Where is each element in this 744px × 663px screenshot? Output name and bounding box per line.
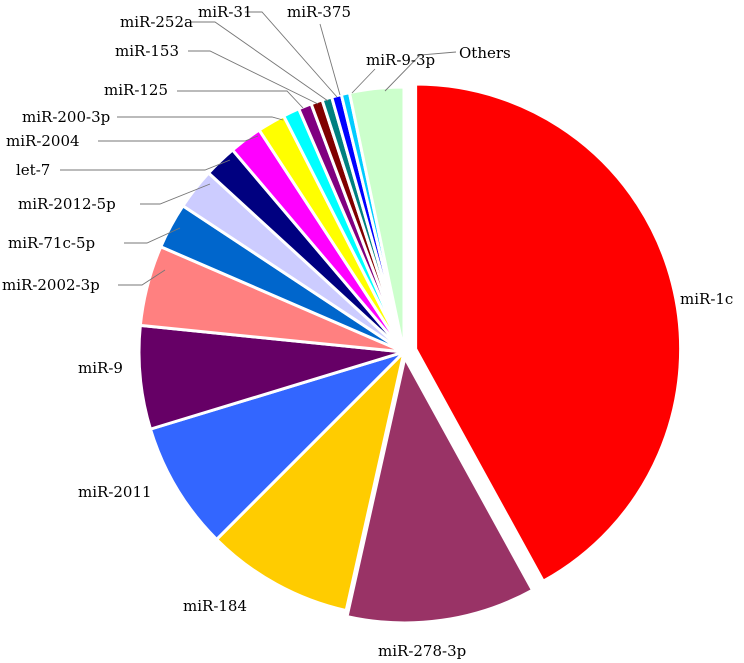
pie-slice-mir-2011 xyxy=(148,350,406,541)
slice-label-mir-375: miR-375 xyxy=(287,3,351,21)
slice-label-mir-125: miR-125 xyxy=(104,81,168,99)
leader-line-mir-2002-3p xyxy=(118,269,166,286)
pie-slice-mir-1c xyxy=(414,82,683,583)
leader-line-others xyxy=(384,51,457,92)
leader-line-mir-375 xyxy=(319,23,341,96)
pie-slices xyxy=(137,82,683,625)
slice-label-mir-2012-5p: miR-2012-5p xyxy=(18,195,116,213)
leader-line-mir-2012-5p xyxy=(140,183,211,205)
slice-label-mir-2004: miR-2004 xyxy=(6,132,80,150)
slice-label-others: Others xyxy=(459,44,511,62)
slice-label-mir-9: miR-9 xyxy=(78,359,123,377)
slice-label-mir-184: miR-184 xyxy=(183,597,247,615)
slice-label-mir-9-3p: miR-9-3p xyxy=(366,51,435,69)
pie-slice-others xyxy=(347,85,406,354)
slice-label-mir-200-3p: miR-200-3p xyxy=(22,108,110,126)
label-leaders xyxy=(60,11,457,286)
leader-line-mir-2004 xyxy=(98,135,259,142)
leader-line-let-7 xyxy=(60,159,231,171)
leader-line-mir-125 xyxy=(177,90,304,109)
slice-label-mir-1c: miR-1c xyxy=(680,290,733,308)
slice-label-mir-278-3p: miR-278-3p xyxy=(378,642,466,660)
leader-line-mir-153 xyxy=(188,50,319,105)
leader-line-mir-31 xyxy=(245,11,338,98)
leader-line-mir-252a xyxy=(190,21,329,102)
slice-label-mir-71c-5p: miR-71c-5p xyxy=(8,234,95,252)
pie-slice-mir-278-3p xyxy=(345,356,535,625)
slice-label-mir-31: miR-31 xyxy=(198,3,252,21)
leader-line-mir-200-3p xyxy=(117,116,284,121)
slice-label-mir-252a: miR-252a xyxy=(120,13,193,31)
slice-labels: miR-1c miR-278-3p miR-184 miR-2011 miR-9 miR-… xyxy=(2,3,733,660)
pie-slice-mir-184 xyxy=(215,350,406,613)
slice-label-mir-153: miR-153 xyxy=(115,42,179,60)
slice-label-mir-2011: miR-2011 xyxy=(78,483,152,501)
leader-line-mir-9-3p xyxy=(351,68,376,94)
leader-line-mir-71c-5p xyxy=(124,227,181,244)
slice-label-let-7: let-7 xyxy=(16,161,50,179)
slice-label-mir-2002-3p: miR-2002-3p xyxy=(2,276,100,294)
